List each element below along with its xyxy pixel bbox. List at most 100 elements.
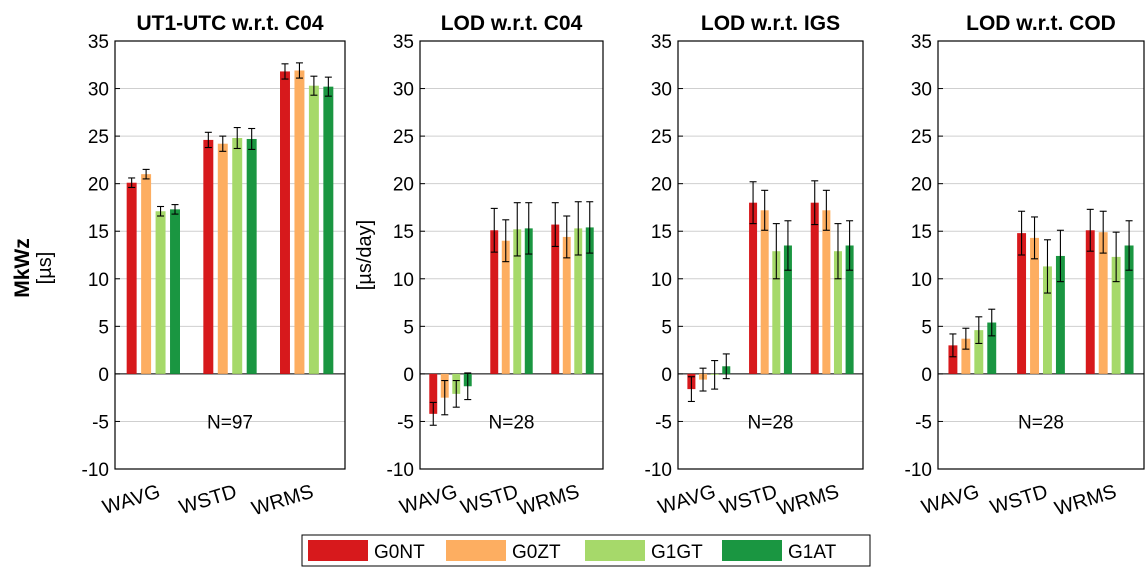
legend-label-g1at: G1AT	[788, 542, 837, 563]
legend-swatch-g0zt	[446, 540, 506, 561]
y-tick-label: 0	[661, 365, 672, 386]
legend-label-g1gt: G1GT	[651, 542, 703, 563]
x-tick-label: WRMS	[515, 481, 582, 521]
bar-g0nt-wstd	[1017, 233, 1027, 374]
bar-g0nt-wrms	[1085, 230, 1095, 374]
y-tick-label: 15	[393, 222, 414, 243]
y-tick-label: 15	[911, 222, 932, 243]
y-tick-label: 30	[393, 80, 414, 101]
bar-g1at-wstd	[783, 245, 792, 374]
chart-panel: -10 -5 0 5 10 15 20 25 30 35 LOD w.r.t. IGS WAVGWST…	[645, 12, 864, 521]
sample-count-label: N=28	[748, 412, 794, 433]
bar-g1at-wstd	[524, 228, 533, 374]
legend-label-g0nt: G0NT	[374, 542, 425, 563]
bar-g1at-wrms	[585, 227, 594, 374]
bar-g1gt-wavg	[974, 330, 984, 374]
legend-swatch-g1gt	[585, 540, 645, 561]
x-tick-label: WRMS	[249, 481, 316, 521]
legend-label-g0zt: G0ZT	[512, 542, 561, 563]
chart-title: LOD w.r.t. COD	[966, 12, 1116, 35]
y-tick-label: 35	[911, 32, 932, 53]
bar-g1at-wrms	[1124, 245, 1134, 374]
chart-panels: -10 -5 0 5 10 15 20 25 30 35 UT1-UTC w.r.t. C04 WAV…	[82, 12, 1145, 521]
chart-panel: -10 -5 0 5 10 15 20 25 30 35 LOD w.r.t. C04 [µs/day…	[354, 12, 604, 521]
y-tick-label: 25	[651, 127, 672, 148]
bar-g1gt-wavg	[155, 211, 166, 374]
chart-title: UT1-UTC w.r.t. C04	[136, 12, 323, 35]
y-tick-label: 10	[393, 270, 414, 291]
y-tick-label: 20	[88, 175, 109, 196]
y-tick-label: 30	[88, 80, 109, 101]
legend: G0NT G0ZT G1GT G1AT	[301, 534, 871, 567]
bar-g0nt-wavg	[948, 345, 958, 374]
bar-g1gt-wstd	[1043, 266, 1052, 374]
y-tick-label: 30	[651, 80, 672, 101]
plot-border	[419, 40, 604, 470]
bar-g1gt-wrms	[1111, 256, 1121, 374]
bar-g0zt-wavg	[141, 174, 152, 374]
bar-g0zt-wrms	[562, 236, 571, 374]
y-tick-label: 25	[911, 127, 932, 148]
sample-count-label: N=28	[489, 412, 535, 433]
bar-g1gt-wstd	[772, 251, 781, 374]
y-tick-label: 10	[88, 270, 109, 291]
y-tick-label: 0	[921, 365, 932, 386]
y-tick-label: -10	[645, 460, 672, 481]
x-tick-label: WAVG	[397, 481, 460, 519]
y-tick-label: 35	[393, 32, 414, 53]
plot-frame	[114, 40, 346, 470]
y-tick-label: 15	[651, 222, 672, 243]
y-tick-label: 10	[911, 270, 932, 291]
bar-g1gt-wrms	[833, 251, 842, 374]
x-tick-label: WSTD	[177, 481, 240, 519]
bar-g0nt-wstd	[203, 139, 214, 374]
y-tick-label: -10	[82, 460, 109, 481]
ylabel-unit: [µs]	[34, 252, 56, 285]
y-tick-label: -10	[905, 460, 932, 481]
x-tick-label: WAVG	[100, 481, 163, 519]
plot-border	[677, 40, 864, 470]
bar-g0zt-wstd	[217, 143, 228, 374]
y-tick-label: 35	[88, 32, 109, 53]
bar-g0zt-wrms	[294, 70, 305, 374]
bar-g1at-wrms	[845, 245, 854, 374]
x-tick-label: WAVG	[656, 481, 719, 519]
chart-title: LOD w.r.t. C04	[441, 12, 583, 35]
bar-g0nt-wstd	[749, 202, 758, 374]
y-tick-label: 10	[651, 270, 672, 291]
legend-swatch-g1at	[722, 540, 782, 561]
bar-g0zt-wavg	[961, 338, 971, 374]
bar-g0zt-wstd	[1030, 237, 1039, 374]
bar-g0nt-wavg	[126, 182, 137, 374]
left-ylabel: MkWz [µs]	[11, 238, 56, 298]
y-tick-label: 25	[88, 127, 109, 148]
bar-g0nt-wrms	[551, 224, 560, 374]
bar-g0nt-wstd	[490, 230, 499, 374]
bar-g1at-wstd	[1055, 255, 1065, 374]
y-tick-label: 5	[403, 317, 414, 338]
plot-frame	[937, 40, 1145, 470]
bar-g0zt-wrms	[1098, 232, 1108, 374]
x-tick-label: WAVG	[919, 481, 982, 519]
bar-g1at-wavg	[170, 209, 180, 374]
y-tick-label: 20	[393, 175, 414, 196]
bar-g0zt-wstd	[760, 210, 769, 374]
x-tick-label: WSTD	[717, 481, 780, 519]
y-tick-label: 20	[651, 175, 672, 196]
legend-swatch-g0nt	[308, 540, 368, 561]
y-tick-label: -10	[387, 460, 414, 481]
bar-g1gt-wstd	[513, 229, 522, 374]
y-tick-label: 0	[403, 365, 414, 386]
plot-border	[937, 40, 1145, 470]
y-axis-label: [µs/day]	[354, 220, 376, 290]
plot-frame	[419, 40, 604, 470]
bar-g1gt-wrms	[574, 228, 583, 374]
x-tick-label: WRMS	[775, 481, 842, 521]
bar-g1gt-wstd	[232, 138, 243, 374]
y-tick-label: 5	[661, 317, 672, 338]
sample-count-label: N=97	[207, 412, 253, 433]
bar-g0nt-wavg	[429, 373, 438, 414]
y-tick-label: -5	[655, 412, 672, 433]
bar-g1at-wrms	[323, 86, 334, 374]
bar-g0zt-wstd	[501, 240, 510, 374]
